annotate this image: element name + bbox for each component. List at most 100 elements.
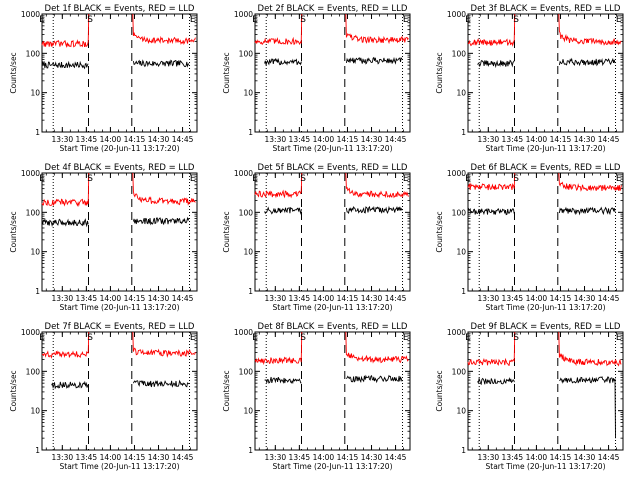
- events-series-line: [345, 205, 403, 215]
- x-tick-label: 13:45: [76, 294, 98, 303]
- x-tick-label: 14:00: [526, 294, 548, 303]
- events-series-line: [264, 57, 302, 66]
- x-tick-label: 13:30: [478, 294, 500, 303]
- panel-title: Det 9f BLACK = Events, RED = LLD: [471, 322, 621, 332]
- plot-frame: [41, 331, 198, 451]
- x-tick-label: 13:45: [502, 294, 524, 303]
- x-axis-label: Start Time (20-Jun-11 13:17:20): [273, 462, 393, 471]
- panel-title: Det 6f BLACK = Events, RED = LLD: [471, 163, 621, 173]
- x-tick-label: 13:45: [502, 453, 524, 462]
- lld-series-line: [468, 13, 516, 47]
- lld-series-line: [345, 13, 409, 45]
- x-tick-label: 14:30: [361, 135, 383, 144]
- time-marker-s: S: [513, 174, 519, 184]
- x-tick-label: 14:30: [148, 294, 170, 303]
- time-marker-e: E: [403, 174, 409, 184]
- lld-series-line: [558, 13, 622, 46]
- y-axis-label: Counts/sec: [222, 52, 231, 93]
- plot-frame: [254, 172, 411, 292]
- time-marker-e: E: [252, 15, 258, 25]
- x-axis-label: Start Time (20-Jun-11 13:17:20): [60, 144, 180, 153]
- y-axis-label: Counts/sec: [9, 211, 18, 252]
- y-axis-label: Counts/sec: [9, 370, 18, 411]
- x-tick-label: 14:00: [313, 135, 335, 144]
- time-marker-e: E: [616, 15, 622, 25]
- lld-series-line: [132, 331, 196, 358]
- panel-title: Det 3f BLACK = Events, RED = LLD: [471, 4, 621, 14]
- panel-title: Det 8f BLACK = Events, RED = LLD: [258, 322, 408, 332]
- lld-series-line: [254, 172, 303, 199]
- y-tick-label: 10: [456, 407, 466, 416]
- y-tick-label: 1: [248, 287, 253, 296]
- events-series-line: [41, 217, 89, 252]
- lld-series-line: [41, 13, 90, 48]
- panel-title: Det 5f BLACK = Events, RED = LLD: [258, 163, 408, 173]
- time-marker-e: E: [190, 174, 196, 184]
- y-tick-label: 100: [452, 208, 467, 217]
- lld-series-line: [41, 331, 90, 359]
- time-marker-e: E: [465, 174, 471, 184]
- x-tick-label: 14:45: [385, 453, 407, 462]
- time-marker-e: E: [39, 174, 45, 184]
- x-axis-label: Start Time (20-Jun-11 13:17:20): [486, 144, 606, 153]
- plot-frame: [467, 13, 624, 133]
- y-tick-label: 1: [35, 446, 40, 455]
- x-tick-label: 13:30: [265, 135, 287, 144]
- panel-1: Det 1f BLACK = Events, RED = LLD 1 10 100 10…: [9, 4, 198, 153]
- plot-frame: [254, 13, 411, 133]
- y-tick-label: 10: [456, 248, 466, 257]
- x-tick-label: 14:30: [148, 453, 170, 462]
- x-tick-label: 14:00: [526, 135, 548, 144]
- y-tick-label: 1000: [447, 169, 466, 178]
- y-axis-label: Counts/sec: [435, 211, 444, 252]
- x-tick-label: 14:45: [385, 135, 407, 144]
- time-marker-s: S: [513, 15, 519, 25]
- events-series-line: [41, 60, 89, 93]
- events-series-line: [558, 57, 616, 67]
- y-tick-label: 1000: [447, 10, 466, 19]
- x-tick-label: 14:15: [337, 453, 359, 462]
- y-tick-label: 10: [243, 248, 253, 257]
- y-axis-label: Counts/sec: [222, 211, 231, 252]
- x-axis-label: Start Time (20-Jun-11 13:17:20): [273, 144, 393, 153]
- x-tick-label: 13:45: [76, 453, 98, 462]
- y-axis-label: Counts/sec: [435, 52, 444, 93]
- x-tick-label: 13:45: [289, 294, 311, 303]
- events-series-line: [467, 207, 515, 280]
- x-tick-label: 14:15: [337, 135, 359, 144]
- y-tick-label: 1: [461, 287, 466, 296]
- y-tick-label: 10: [30, 89, 40, 98]
- y-tick-label: 100: [452, 49, 467, 58]
- plot-frame: [467, 331, 624, 451]
- events-series-line: [346, 374, 403, 384]
- x-axis-label: Start Time (20-Jun-11 13:17:20): [486, 462, 606, 471]
- y-axis-label: Counts/sec: [9, 52, 18, 93]
- y-tick-label: 10: [243, 407, 253, 416]
- panel-title: Det 2f BLACK = Events, RED = LLD: [258, 4, 408, 14]
- y-tick-label: 1000: [234, 169, 253, 178]
- x-tick-label: 14:45: [598, 294, 620, 303]
- x-tick-label: 13:30: [52, 294, 74, 303]
- y-tick-label: 1: [35, 287, 40, 296]
- lld-series-line: [345, 172, 409, 199]
- panel-3: Det 3f BLACK = Events, RED = LLD 1 10 100 10…: [435, 4, 624, 153]
- x-tick-label: 14:30: [574, 135, 596, 144]
- time-marker-s: S: [87, 333, 93, 343]
- y-tick-label: 10: [456, 89, 466, 98]
- panel-title: Det 1f BLACK = Events, RED = LLD: [45, 4, 195, 14]
- time-marker-e: E: [465, 333, 471, 343]
- x-tick-label: 13:30: [478, 453, 500, 462]
- events-series-line: [558, 206, 616, 216]
- time-marker-s: S: [300, 174, 306, 184]
- time-marker-s: S: [300, 15, 306, 25]
- events-series-line: [132, 216, 190, 226]
- x-tick-label: 14:45: [172, 453, 194, 462]
- y-tick-label: 1000: [21, 10, 40, 19]
- lld-series-line: [558, 331, 622, 367]
- y-tick-label: 1: [35, 128, 40, 137]
- y-tick-label: 10: [30, 248, 40, 257]
- time-marker-e: E: [190, 15, 196, 25]
- x-tick-label: 13:30: [52, 135, 74, 144]
- panel-title: Det 7f BLACK = Events, RED = LLD: [45, 322, 195, 332]
- y-tick-label: 100: [239, 367, 254, 376]
